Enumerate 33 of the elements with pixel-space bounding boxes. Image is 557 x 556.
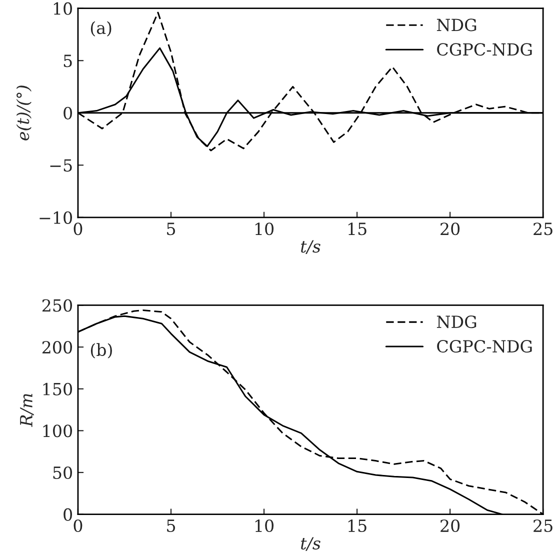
x-tick-label: 0 — [74, 519, 82, 532]
x-tick-label: 5 — [167, 222, 176, 236]
y-axis-title: R/m — [20, 394, 34, 427]
x-tick-label: 15 — [348, 519, 366, 532]
legend-label: NDG — [436, 316, 476, 328]
y-tick-label: 150 — [43, 382, 72, 396]
x-tick-label: 5 — [167, 520, 176, 532]
legend-label: CGPC-NDG — [437, 340, 532, 353]
x-tick-label: 25 — [534, 519, 552, 532]
legend-label: CGPC-NDG — [437, 43, 532, 56]
annotation: (a) — [90, 21, 112, 36]
x-tick-label: 15 — [348, 222, 366, 236]
x-tick-label: 10 — [255, 222, 274, 236]
y-tick-label: 0 — [64, 106, 72, 120]
x-tick-label: 25 — [534, 222, 552, 236]
y-axis-title: e(t)/(°) — [16, 86, 32, 140]
y-tick-label: 200 — [42, 341, 72, 354]
x-tick-label: 0 — [74, 222, 82, 236]
x-tick-label: 10 — [255, 519, 274, 532]
x-axis-title: t/s — [301, 537, 320, 551]
x-tick-label: 20 — [440, 222, 460, 236]
y-tick-label: 0 — [64, 508, 72, 521]
y-tick-label: 5 — [64, 54, 72, 68]
y-tick-label: −5 — [50, 159, 72, 172]
legend-label: NDG — [436, 18, 476, 32]
y-tick-label: 250 — [42, 299, 72, 312]
x-tick-label: 20 — [440, 519, 460, 532]
y-tick-label: −10 — [40, 211, 72, 224]
x-axis-title: t/s — [301, 240, 320, 254]
annotation: (b) — [90, 343, 112, 358]
y-tick-label: 10 — [54, 2, 72, 15]
y-tick-label: 100 — [43, 424, 72, 438]
y-tick-label: 50 — [53, 466, 72, 480]
